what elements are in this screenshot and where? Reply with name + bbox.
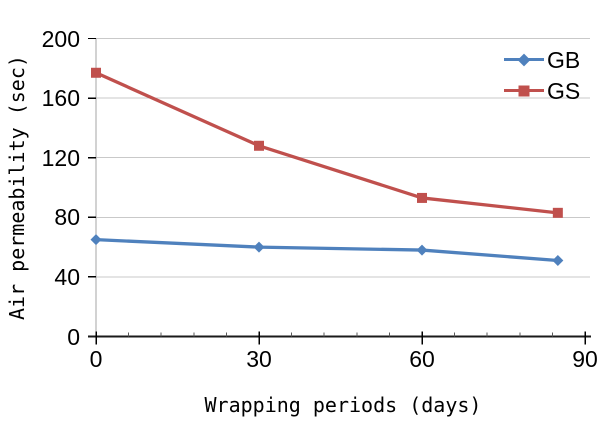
- series-GB-marker-60: [416, 244, 428, 256]
- series-GS-marker-60: [417, 192, 427, 203]
- series-GS-line: [94, 71, 560, 215]
- y-tick-label-200: 200: [41, 25, 80, 52]
- x-tick-label-0: 0: [89, 346, 103, 372]
- legend-item-GB: GB: [504, 44, 580, 75]
- x-tick-label-90: 90: [572, 346, 598, 372]
- series-GB-marker-30: [253, 241, 265, 253]
- y-tick-label-120: 120: [41, 144, 80, 171]
- series-GS-marker-30: [254, 140, 264, 151]
- y-axis-title: Air permeability (sec): [5, 55, 29, 321]
- series-GS-marker-0: [91, 67, 101, 78]
- series-GB-marker-0: [90, 234, 102, 246]
- legend-square-icon: [504, 84, 544, 98]
- y-tick-label-80: 80: [54, 204, 80, 231]
- x-tick-label-30: 30: [246, 346, 272, 372]
- legend-diamond-icon: [504, 53, 544, 67]
- x-tick-label-60: 60: [409, 346, 435, 372]
- series-GB-marker-85: [552, 255, 564, 267]
- series-GB-line: [94, 237, 560, 263]
- series-GS-marker-85: [552, 207, 563, 218]
- legend-label-GS: GS: [547, 77, 581, 104]
- legend-item-GS: GS: [504, 75, 580, 106]
- y-tick-label-160: 160: [41, 85, 80, 112]
- x-axis-title: Wrapping periods (days): [204, 393, 482, 417]
- legend: GB GS: [504, 44, 580, 106]
- legend-label-GB: GB: [547, 46, 581, 73]
- y-tick-label-40: 40: [54, 263, 80, 290]
- y-tick-label-0: 0: [67, 323, 80, 350]
